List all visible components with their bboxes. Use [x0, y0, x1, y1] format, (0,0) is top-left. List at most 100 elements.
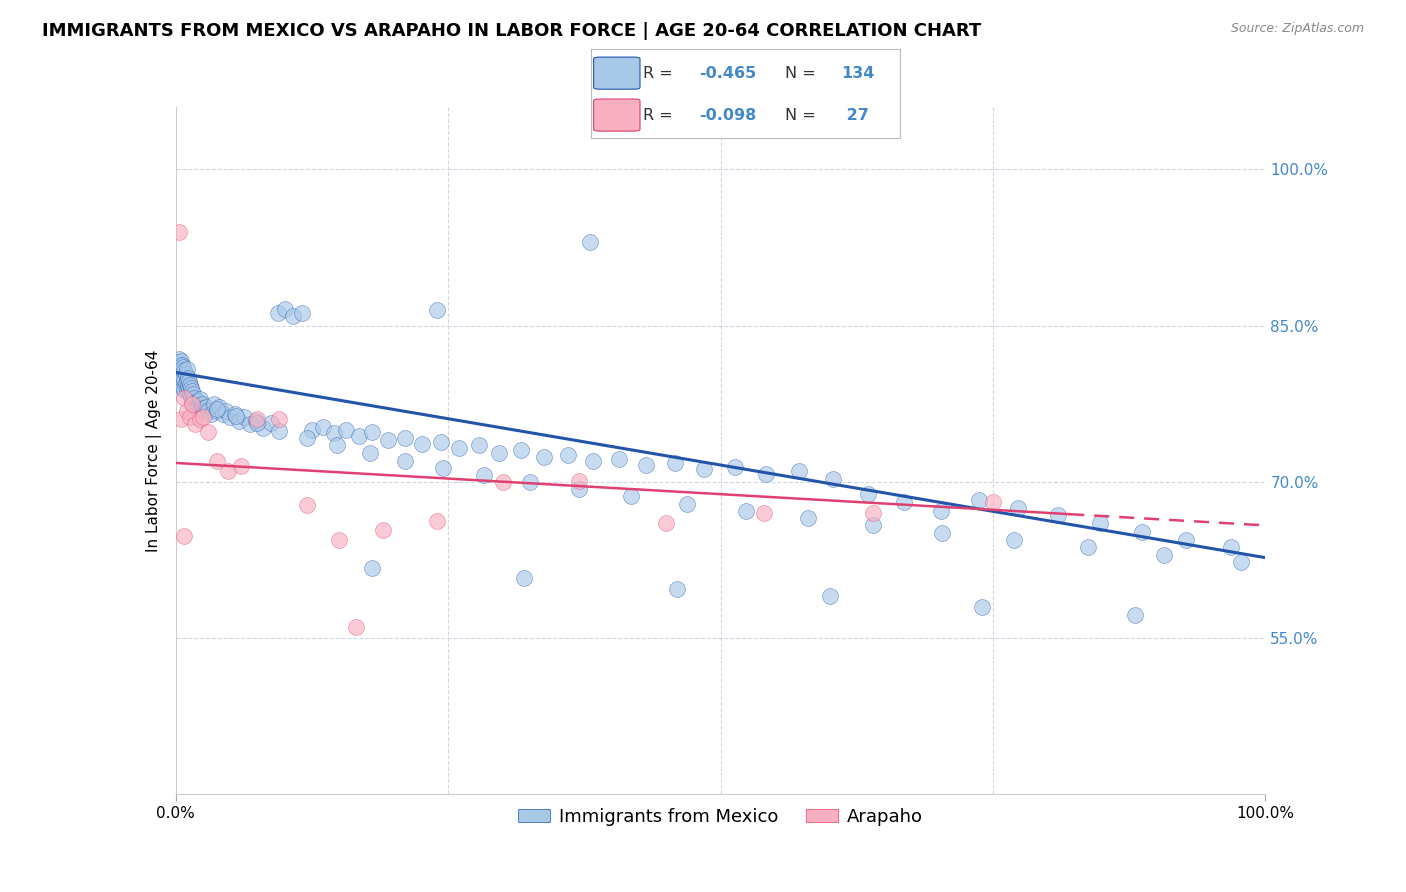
Point: [176, 373, 198, 387]
Point: [1123, 607, 1146, 622]
Point: [426, 514, 449, 528]
Point: [269, 412, 291, 426]
Point: [184, 394, 207, 409]
Point: [856, 487, 879, 501]
Point: [211, 407, 233, 421]
Point: [183, 400, 205, 414]
Text: Source: ZipAtlas.com: Source: ZipAtlas.com: [1230, 22, 1364, 36]
Point: [172, 376, 194, 390]
Point: [675, 496, 697, 510]
Point: [734, 504, 756, 518]
Point: [426, 303, 449, 318]
Point: [172, 368, 194, 382]
Legend: Immigrants from Mexico, Arapaho: Immigrants from Mexico, Arapaho: [510, 800, 931, 833]
Point: [166, 360, 188, 375]
Point: [447, 442, 470, 456]
Point: [283, 309, 305, 323]
Point: [326, 438, 349, 452]
Point: [360, 561, 382, 575]
Text: R =: R =: [643, 66, 678, 80]
Point: [322, 425, 344, 440]
Point: [246, 412, 269, 426]
Point: [170, 354, 193, 368]
Point: [228, 414, 250, 428]
Point: [181, 396, 204, 410]
Point: [931, 525, 953, 540]
Point: [967, 493, 990, 508]
Point: [186, 399, 208, 413]
Point: [360, 425, 382, 439]
Point: [1002, 533, 1025, 547]
Point: [193, 404, 215, 418]
Point: [173, 363, 195, 377]
Point: [432, 461, 454, 475]
Point: [173, 392, 195, 406]
Point: [169, 358, 191, 372]
Point: [655, 516, 678, 531]
Point: [862, 506, 884, 520]
Point: [225, 409, 247, 424]
Point: [568, 482, 591, 496]
Point: [818, 589, 841, 603]
Point: [197, 425, 219, 439]
Point: [177, 374, 200, 388]
Point: [187, 398, 209, 412]
Point: [636, 458, 658, 472]
Point: [179, 378, 201, 392]
Point: [582, 454, 605, 468]
Point: [1174, 533, 1197, 547]
Point: [371, 523, 394, 537]
Point: [191, 410, 214, 425]
Point: [796, 511, 818, 525]
Point: [557, 448, 579, 462]
Point: [172, 381, 194, 395]
Point: [620, 489, 643, 503]
Point: [519, 475, 541, 489]
Point: [181, 384, 204, 398]
Point: [1219, 541, 1241, 555]
Point: [219, 410, 242, 425]
Point: [195, 400, 218, 414]
Point: [169, 376, 191, 390]
Point: [167, 364, 190, 378]
Point: [929, 504, 952, 518]
Point: [579, 235, 602, 250]
FancyBboxPatch shape: [593, 57, 640, 89]
Point: [666, 582, 689, 596]
Point: [208, 400, 231, 414]
Point: [429, 435, 451, 450]
Text: N =: N =: [786, 108, 821, 122]
Point: [197, 404, 219, 418]
Point: [970, 599, 993, 614]
Point: [231, 458, 253, 473]
Point: [190, 401, 212, 416]
Point: [1088, 516, 1111, 531]
Point: [177, 383, 200, 397]
Point: [191, 401, 214, 415]
Point: [328, 533, 350, 547]
Point: [172, 360, 194, 375]
Point: [174, 376, 197, 390]
Point: [173, 529, 195, 543]
Point: [267, 306, 290, 320]
Point: [981, 495, 1004, 509]
Point: [513, 572, 536, 586]
Point: [167, 362, 190, 376]
Point: [472, 468, 495, 483]
Point: [1007, 500, 1029, 515]
Point: [202, 396, 225, 410]
Point: [1130, 524, 1153, 539]
Point: [1153, 548, 1175, 562]
Point: [176, 383, 198, 397]
Point: [173, 383, 195, 397]
Point: [176, 362, 198, 376]
Point: [181, 396, 204, 410]
Point: [533, 450, 555, 464]
Point: [755, 467, 778, 482]
Point: [179, 387, 201, 401]
Point: [167, 370, 190, 384]
Point: [167, 355, 190, 369]
Point: [191, 396, 214, 410]
Point: [252, 420, 274, 434]
Point: [233, 410, 256, 425]
